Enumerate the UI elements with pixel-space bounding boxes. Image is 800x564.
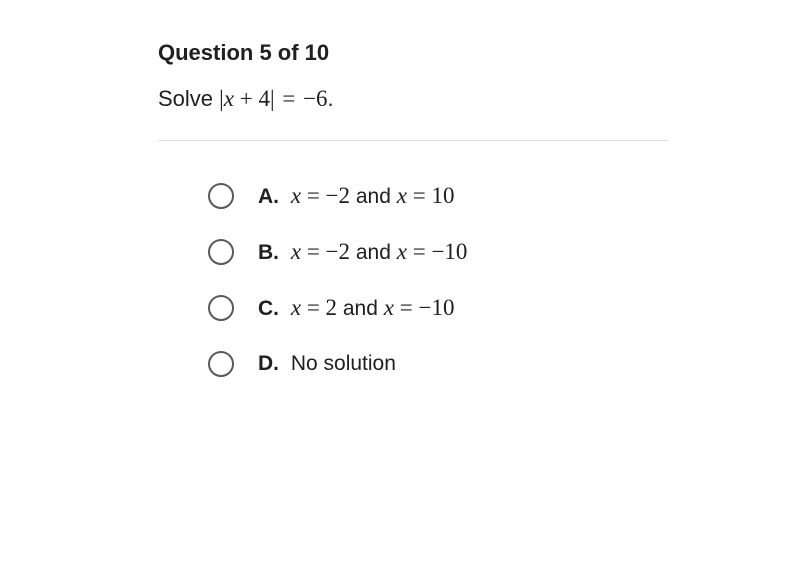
prompt-prefix: Solve (158, 86, 219, 111)
option-letter: C. (258, 297, 279, 320)
radio-icon (208, 351, 234, 377)
prompt-suffix: . (328, 86, 334, 111)
radio-icon (208, 239, 234, 265)
option-c[interactable]: C. x = 2 and x = −10 (208, 295, 800, 321)
option-d[interactable]: D. No solution (208, 351, 800, 377)
option-letter: B. (258, 241, 279, 264)
option-a[interactable]: A. x = −2 and x = 10 (208, 183, 800, 209)
option-letter: A. (258, 185, 279, 208)
option-var: x (397, 239, 407, 264)
option-d-label: D. No solution (258, 352, 396, 376)
option-var: x (291, 239, 301, 264)
option-val: −2 (326, 239, 350, 264)
option-c-label: C. x = 2 and x = −10 (258, 295, 454, 321)
option-val: −10 (418, 295, 454, 320)
option-val: −10 (431, 239, 467, 264)
prompt-rhs: −6 (303, 86, 327, 111)
option-conj: and (350, 185, 397, 208)
option-eq: = (407, 239, 431, 264)
option-val: 10 (431, 183, 454, 208)
option-eq: = (301, 239, 325, 264)
prompt-equals: = (277, 86, 301, 111)
radio-icon (208, 295, 234, 321)
option-conj: and (350, 241, 397, 264)
option-val: 2 (326, 295, 338, 320)
option-b[interactable]: B. x = −2 and x = −10 (208, 239, 800, 265)
divider (158, 140, 668, 141)
option-eq: = (394, 295, 418, 320)
option-text: No solution (291, 352, 396, 375)
option-var: x (291, 183, 301, 208)
option-var: x (384, 295, 394, 320)
option-conj: and (337, 297, 384, 320)
option-eq: = (301, 183, 325, 208)
question-prompt: Solve |x + 4| = −6. (158, 86, 800, 112)
prompt-plus: + 4 (234, 86, 270, 111)
abs-right: | (270, 86, 275, 112)
option-val: −2 (326, 183, 350, 208)
option-eq: = (407, 183, 431, 208)
option-a-label: A. x = −2 and x = 10 (258, 183, 454, 209)
prompt-var: x (224, 86, 234, 111)
options-list: A. x = −2 and x = 10 B. x = −2 and x = −… (158, 183, 800, 377)
question-header: Question 5 of 10 (158, 40, 800, 66)
option-var: x (291, 295, 301, 320)
option-letter: D. (258, 352, 279, 375)
option-var: x (397, 183, 407, 208)
option-eq: = (301, 295, 325, 320)
option-b-label: B. x = −2 and x = −10 (258, 239, 467, 265)
radio-icon (208, 183, 234, 209)
